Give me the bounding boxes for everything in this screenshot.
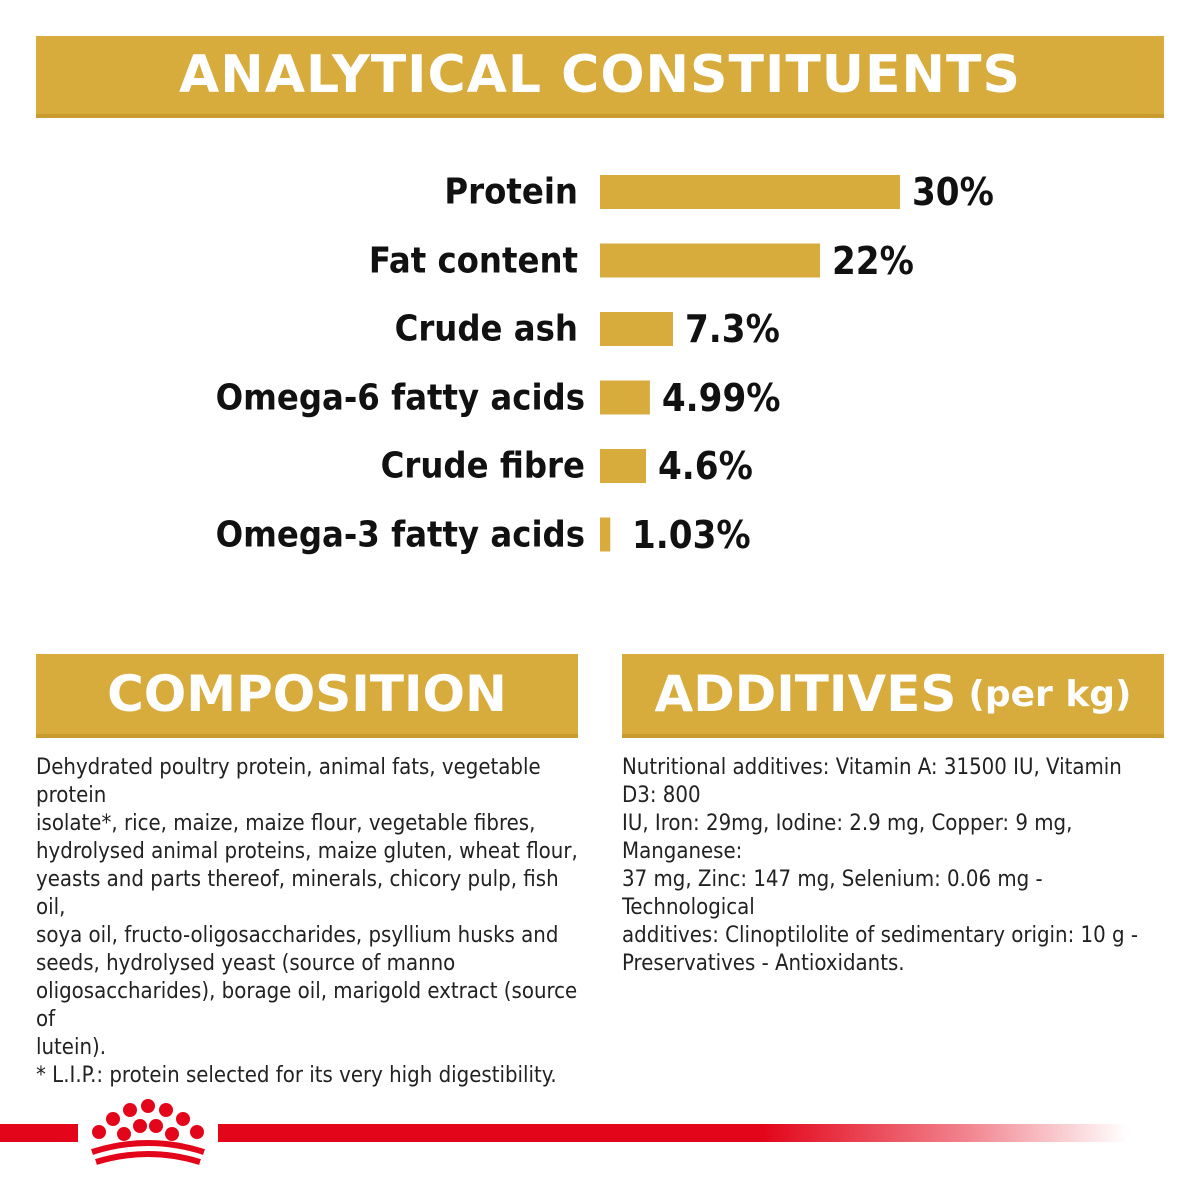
composition-line: isolate*, rice, maize, maize flour, vege… xyxy=(36,811,536,836)
composition-line: oligosaccharides), borage oil, marigold … xyxy=(36,979,578,1032)
additives-title-suffix: (per kg) xyxy=(968,673,1132,715)
value-label: 22% xyxy=(832,238,914,283)
composition-line: yeasts and parts thereof, minerals, chic… xyxy=(36,867,559,920)
composition-line: soya oil, fructo-oligosaccharides, psyll… xyxy=(36,923,559,948)
analytical-constituents-banner: ANALYTICAL CONSTITUENTS xyxy=(36,36,1164,118)
additives-line: Preservatives - Antioxidants. xyxy=(622,951,905,976)
composition-line: hydrolysed animal proteins, maize gluten… xyxy=(36,839,578,864)
composition-line: seeds, hydrolysed yeast (source of manno xyxy=(36,951,456,976)
bar-omega-3-fatty-acids xyxy=(600,517,611,552)
additives-banner: ADDITIVES (per kg) xyxy=(622,654,1164,738)
bar-protein xyxy=(600,175,900,209)
composition-line: lutein). xyxy=(36,1035,107,1060)
value-label: 4.6% xyxy=(658,444,753,488)
composition-banner: COMPOSITION xyxy=(36,654,578,738)
additives-title: ADDITIVES xyxy=(654,665,957,723)
category-label: Fat content xyxy=(368,240,578,281)
footer-red-line-right xyxy=(218,1124,1128,1142)
footer-red-line-left xyxy=(0,1124,78,1142)
category-label: Crude ash xyxy=(394,308,578,350)
bar-crude-fibre xyxy=(600,449,646,483)
additives-line: 37 mg, Zinc: 147 mg, Selenium: 0.06 mg -… xyxy=(622,867,1043,920)
composition-text: Dehydrated poultry protein, animal fats,… xyxy=(36,754,586,1090)
constituents-chart: Protein 30% Fat content 22% Crude ash 7.3% Ome… xyxy=(0,150,1200,580)
value-label: 1.03% xyxy=(632,512,751,557)
additives-line: IU, Iron: 29mg, Iodine: 2.9 mg, Copper: … xyxy=(622,811,1073,864)
value-label: 4.99% xyxy=(661,375,781,420)
category-label: Crude fibre xyxy=(380,445,585,487)
value-label: 30% xyxy=(912,170,994,214)
bar-fat-content xyxy=(600,243,820,278)
constituents-bars xyxy=(600,175,900,552)
bar-crude-ash xyxy=(600,312,673,346)
composition-title: COMPOSITION xyxy=(107,665,507,723)
value-label: 7.3% xyxy=(685,307,780,351)
category-label: Omega-6 fatty acids xyxy=(215,377,585,418)
composition-line: * L.I.P.: protein selected for its very … xyxy=(36,1063,557,1088)
category-label: Protein xyxy=(444,171,578,213)
additives-line: additives: Clinoptilolite of sedimentary… xyxy=(622,923,1139,948)
composition-line: Dehydrated poultry protein, animal fats,… xyxy=(36,755,541,808)
category-label: Omega-3 fatty acids xyxy=(215,514,585,555)
crown-icon xyxy=(91,1099,205,1165)
analytical-constituents-title: ANALYTICAL CONSTITUENTS xyxy=(179,45,1021,105)
bar-omega-6-fatty-acids xyxy=(600,380,650,415)
additives-line: Nutritional additives: Vitamin A: 31500 … xyxy=(622,755,1122,808)
additives-text: Nutritional additives: Vitamin A: 31500 … xyxy=(622,754,1162,978)
